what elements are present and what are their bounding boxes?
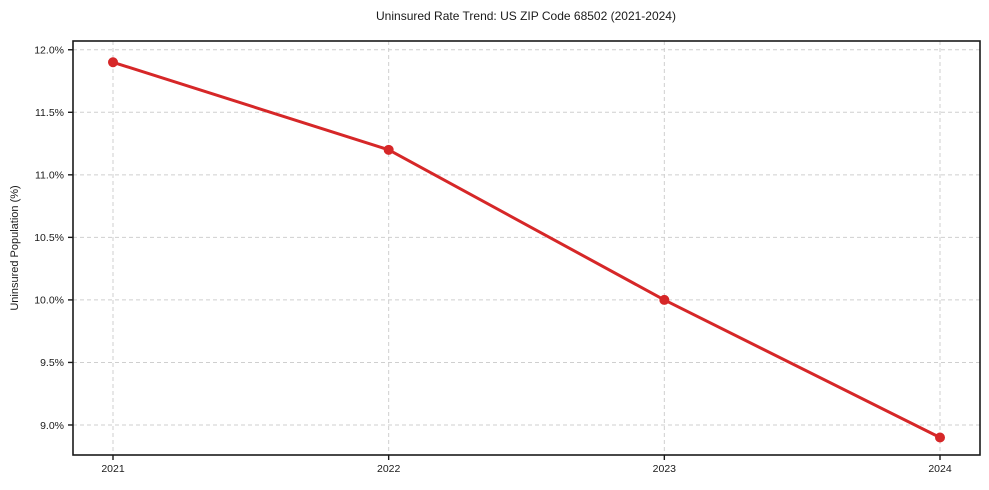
y-tick-label: 11.0% xyxy=(35,170,64,182)
x-tick-label: 2021 xyxy=(101,463,125,475)
plot-area-border xyxy=(72,40,981,456)
chart-title: Uninsured Rate Trend: US ZIP Code 68502 … xyxy=(376,9,676,23)
data-point xyxy=(935,432,945,443)
tick-layer: 9.0% 9.5% 10.0% 10.5% 11.0% 11.5% 12.0% 2021 202… xyxy=(34,45,952,475)
x-tick-label: 2023 xyxy=(653,463,677,475)
data-point xyxy=(108,57,118,68)
trend-line xyxy=(111,60,942,439)
y-tick-label: 9.0% xyxy=(40,420,64,432)
data-point xyxy=(659,294,670,305)
x-tick-label: 2024 xyxy=(928,463,952,475)
series-layer xyxy=(108,57,945,443)
y-tick-label: 12.0% xyxy=(34,45,64,57)
y-tick-label: 10.5% xyxy=(34,232,64,244)
data-point xyxy=(383,144,394,155)
grid-layer xyxy=(73,41,980,455)
y-axis-label: Uninsured Population (%) xyxy=(9,185,21,310)
x-tick-label: 2022 xyxy=(377,463,401,475)
y-tick-label: 9.5% xyxy=(40,357,64,369)
y-tick-label: 11.5% xyxy=(35,107,64,119)
y-tick-label: 10.0% xyxy=(34,295,64,307)
